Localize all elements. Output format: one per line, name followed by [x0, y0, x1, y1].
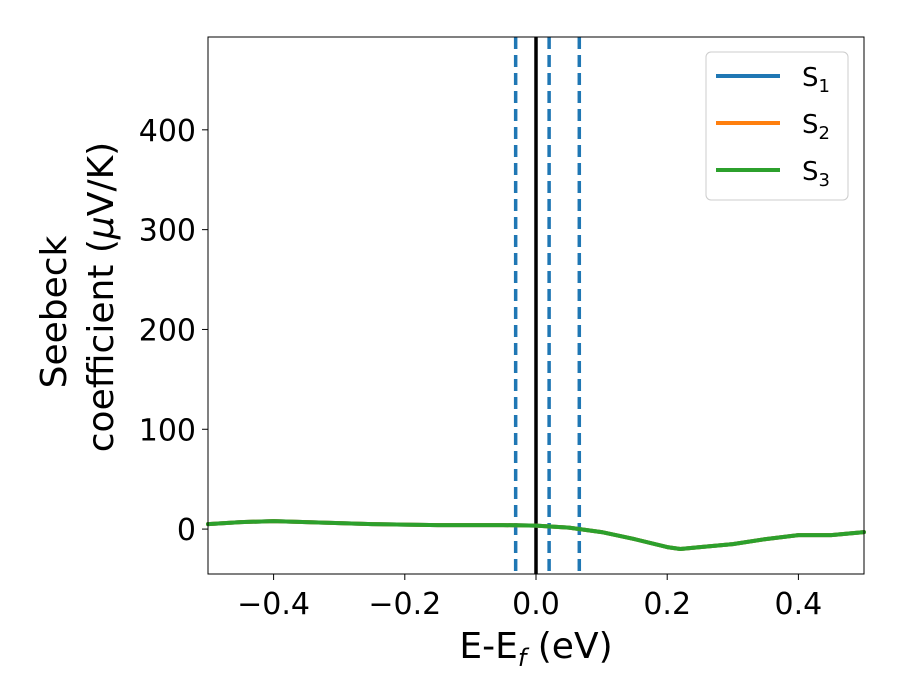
legend-label-sub: 3 [819, 170, 830, 191]
y-tick-label: 0 [177, 513, 196, 548]
legend-label-2: S2 [802, 110, 830, 144]
y-axis-title-mu: μ [81, 216, 122, 240]
reference-lines [513, 37, 582, 574]
y-axis-title: Seebeck coefficient (μV/K) [34, 142, 122, 452]
legend-box [705, 51, 849, 201]
y-axis-ticks: 0 100 200 300 400 [139, 114, 208, 548]
x-axis-title-unit: (eV) [526, 626, 612, 667]
y-axis-title-line1: Seebeck [34, 235, 75, 388]
series-lines [206, 519, 866, 551]
legend-label-main: S [802, 63, 819, 93]
legend-label-3: S3 [802, 157, 830, 191]
legend-label-main: S [802, 110, 819, 140]
legend-label-main: S [802, 157, 819, 187]
legend-label-sub: 1 [819, 76, 830, 97]
x-axis-title: E-Ef (eV) [459, 626, 612, 672]
y-tick-label: 400 [139, 114, 196, 149]
x-tick-label: 0.2 [643, 587, 691, 622]
y-axis-title-post: V/K) [81, 142, 122, 216]
y-axis-title-line2: coefficient (μV/K) [81, 142, 122, 452]
y-tick-label: 300 [139, 214, 196, 249]
x-axis-title-main: E-E [459, 626, 517, 667]
series-line-3 [206, 519, 866, 551]
x-tick-label: −0.2 [368, 587, 441, 622]
legend-label-sub: 2 [819, 123, 830, 144]
y-axis-title-pre: coefficient ( [81, 239, 122, 452]
x-tick-label: −0.4 [237, 587, 310, 622]
x-tick-label: 0.0 [512, 587, 560, 622]
x-axis-ticks: −0.4 −0.2 0.0 0.2 0.4 [237, 574, 822, 622]
y-tick-label: 100 [139, 413, 196, 448]
y-tick-label: 200 [139, 313, 196, 348]
x-tick-label: 0.4 [775, 587, 823, 622]
legend-label-1: S1 [802, 63, 830, 97]
